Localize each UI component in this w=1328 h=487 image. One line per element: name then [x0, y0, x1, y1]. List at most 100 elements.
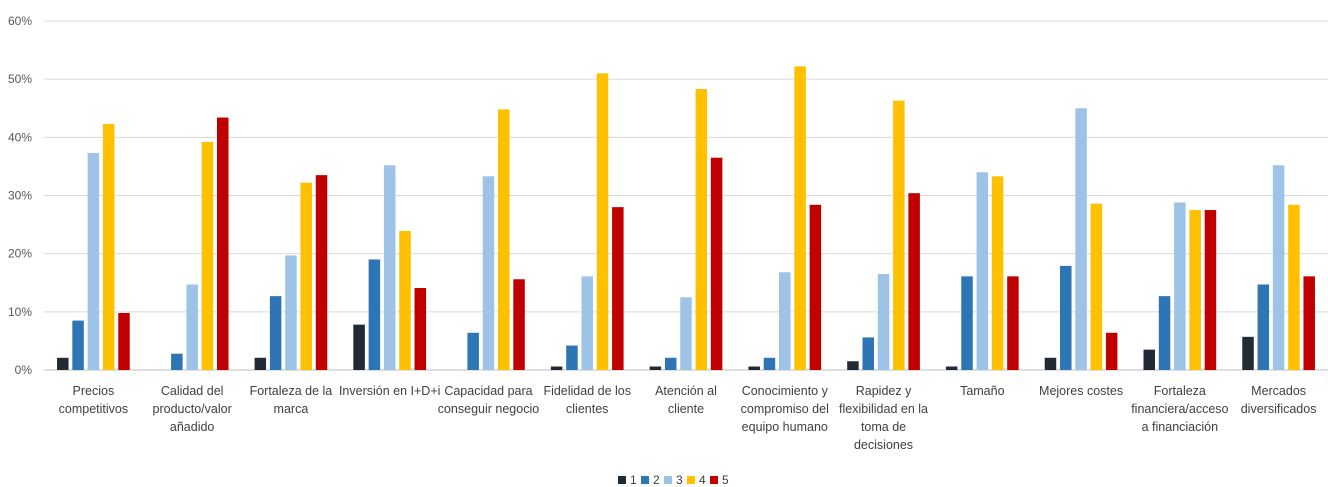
- bar-series-2: [1158, 296, 1171, 370]
- bar-series-5: [315, 175, 328, 370]
- category-label-line: cliente: [668, 402, 704, 416]
- bar-series-2: [664, 357, 677, 370]
- y-tick-label: 20%: [8, 247, 32, 261]
- bar-series-4: [300, 182, 312, 370]
- bar-series-5: [908, 193, 920, 370]
- legend-label: 5: [722, 473, 729, 487]
- bar-series-4: [596, 73, 609, 370]
- category-label: Inversión en I+D+i: [339, 384, 440, 398]
- y-tick-label: 10%: [8, 305, 32, 319]
- bar-series-1: [57, 357, 69, 370]
- bar-series-4: [399, 230, 411, 370]
- bar-series-5: [1303, 276, 1315, 370]
- bar-series-3: [581, 276, 593, 370]
- bar-series-1: [254, 357, 267, 370]
- bar-series-5: [710, 157, 723, 370]
- category-label-line: decisiones: [854, 438, 913, 452]
- bar-series-4: [1189, 210, 1201, 370]
- category-label-line: Mejores costes: [1039, 384, 1123, 398]
- bar-series-5: [1007, 276, 1019, 370]
- category-label: Conocimiento y compromiso del equipo human…: [741, 384, 829, 434]
- bar-series-2: [1257, 284, 1270, 370]
- bar-series-3: [1174, 202, 1186, 370]
- y-tick-label: 60%: [8, 14, 32, 28]
- y-tick-label: 30%: [8, 189, 32, 203]
- category-label: Capacidad para conseguir negocio: [438, 384, 540, 416]
- category-label: Tamaño: [960, 384, 1005, 398]
- bar-series-5: [612, 207, 624, 370]
- category-label-line: diversificados: [1241, 402, 1317, 416]
- legend-swatch-5: [710, 476, 718, 484]
- bar-series-5: [118, 312, 130, 370]
- category-label-line: Fidelidad de los: [543, 384, 631, 398]
- bar-series-2: [467, 332, 479, 370]
- bar-series-3: [1075, 108, 1087, 370]
- category-label-line: Rapidez y: [856, 384, 912, 398]
- bar-series-1: [550, 366, 563, 370]
- y-tick-label: 50%: [8, 72, 32, 86]
- category-label-line: compromiso del: [741, 402, 829, 416]
- bar-series-3: [482, 176, 495, 370]
- bar-series-1: [1044, 357, 1057, 370]
- category-label-line: Calidad del: [161, 384, 224, 398]
- category-label-line: Precios: [73, 384, 115, 398]
- bar-series-2: [72, 320, 84, 370]
- bar-series-5: [414, 287, 427, 370]
- bar-series-3: [976, 172, 989, 370]
- bar-series-3: [87, 153, 100, 370]
- category-label-line: Atención al: [655, 384, 717, 398]
- bar-series-2: [171, 353, 183, 370]
- bar-series-4: [201, 141, 214, 370]
- category-label: Atención al cliente: [655, 384, 717, 416]
- bar-series-1: [945, 366, 958, 370]
- category-label-line: Capacidad para: [444, 384, 532, 398]
- gridlines: [44, 20, 1328, 371]
- category-label: Rapidez y flexibilidad en la toma de decisi…: [839, 384, 928, 452]
- bar-series-1: [1242, 336, 1254, 370]
- legend-swatch-3: [664, 476, 672, 484]
- bar-series-1: [1143, 349, 1155, 370]
- legend: 1 2 3 4 5: [618, 473, 729, 487]
- bar-series-5: [513, 279, 525, 370]
- category-label-line: producto/valor: [153, 402, 232, 416]
- bar-series-4: [695, 89, 708, 371]
- category-label: Mejores costes: [1039, 384, 1123, 398]
- bar-series-4: [991, 176, 1004, 370]
- bar-series-2: [368, 259, 381, 370]
- category-label: Precios competitivos: [59, 384, 128, 416]
- category-label-line: conseguir negocio: [438, 402, 540, 416]
- category-label-line: Conocimiento y: [742, 384, 829, 398]
- category-label-line: marca: [274, 402, 309, 416]
- bar-series-3: [186, 284, 198, 370]
- legend-label: 3: [676, 473, 683, 487]
- bar-series-3: [779, 272, 791, 370]
- legend-swatch-2: [641, 476, 649, 484]
- bar-series-5: [217, 117, 229, 370]
- category-label-line: Inversión en I+D+i: [339, 384, 440, 398]
- category-label: Fortaleza de la marca: [250, 384, 333, 416]
- bar-series-3: [285, 255, 297, 370]
- bar-series-3: [680, 297, 692, 370]
- legend-swatch-4: [687, 476, 695, 484]
- category-label-line: equipo humano: [742, 420, 828, 434]
- category-label-line: toma de: [861, 420, 906, 434]
- category-label-line: clientes: [566, 402, 608, 416]
- category-label-line: Fortaleza: [1154, 384, 1206, 398]
- bar-series-4: [893, 100, 905, 371]
- y-tick-label: 0%: [15, 363, 33, 377]
- bar-series-2: [961, 276, 973, 370]
- bar-series-3: [877, 274, 890, 370]
- category-label-line: Fortaleza de la: [250, 384, 333, 398]
- bar-series-5: [809, 204, 822, 370]
- bar-series-2: [566, 345, 578, 370]
- category-label-line: flexibilidad en la: [839, 402, 928, 416]
- category-label-line: financiera/acceso: [1131, 402, 1228, 416]
- x-axis-categories: Precios competitivos Calidad del producto/v…: [59, 384, 1317, 452]
- y-tick-label: 40%: [8, 130, 32, 144]
- legend-swatch-1: [618, 476, 626, 484]
- category-label-line: a financiación: [1142, 420, 1218, 434]
- bar-series-1: [649, 366, 662, 370]
- bar-series-1: [748, 366, 760, 370]
- bar-series-3: [1272, 165, 1285, 370]
